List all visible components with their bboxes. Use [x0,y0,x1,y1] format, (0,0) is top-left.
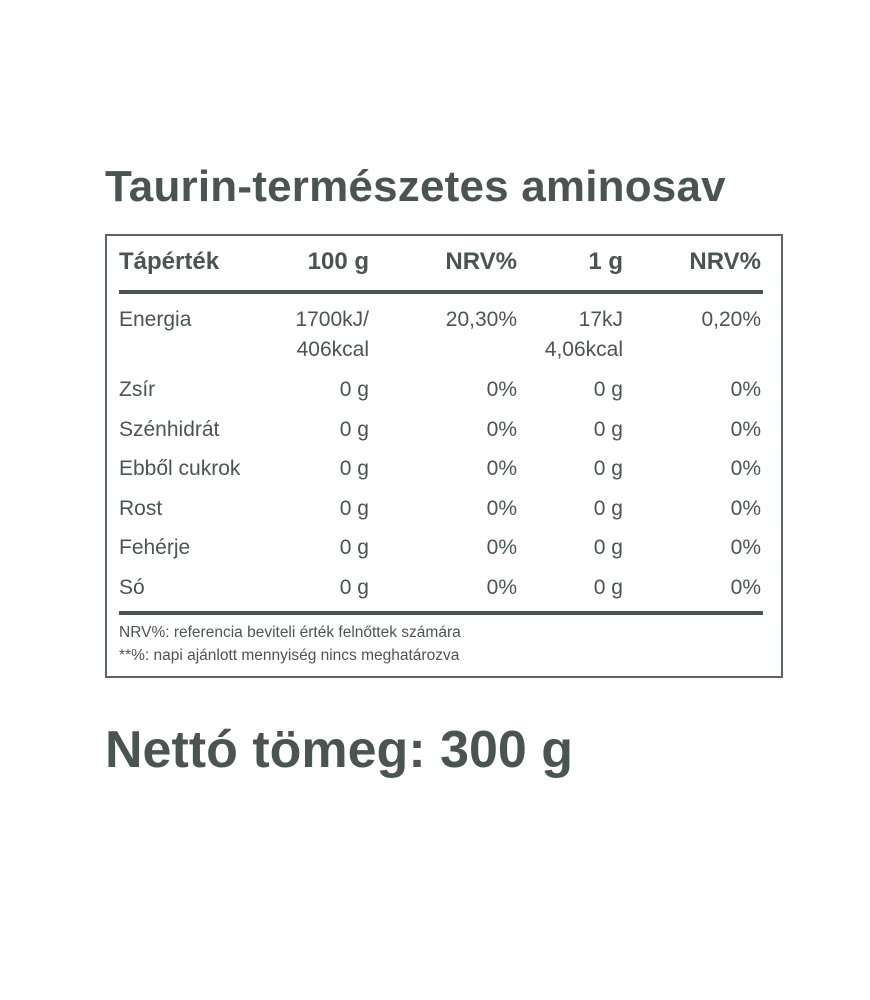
cell-per1-line2: 4,06kcal [544,338,623,361]
cell-nrv1: 0% [730,536,761,559]
cell-per100: 0 g [339,457,369,480]
cell-name: Szénhidrát [119,418,220,441]
cell-per1: 0 g [593,378,623,401]
cell-per100: 0 g [339,536,369,559]
cell-per100: 1700kJ/ [295,308,369,331]
cell-per1: 0 g [593,536,623,559]
cell-nrv100: 0% [486,576,517,599]
cell-nrv1: 0,20% [701,308,761,331]
cell-per100-line2: 406kcal [296,338,369,361]
cell-nrv1: 0% [730,378,761,401]
cell-per100: 0 g [339,418,369,441]
cell-name: Rost [119,497,163,520]
cell-nrv100: 0% [486,418,517,441]
header-nrv-1g: NRV% [689,248,761,275]
product-title: Taurin-természetes aminosav [105,162,726,211]
cell-nrv1: 0% [730,418,761,441]
header-per-100g: 100 g [307,248,369,275]
cell-per1: 0 g [593,497,623,520]
nutrition-table: Tápérték 100 g NRV% 1 g NRV% Energia 1700… [105,234,783,678]
cell-name: Zsír [119,378,156,401]
header-nrv-100g: NRV% [445,248,517,275]
cell-nrv100: 0% [486,536,517,559]
header-per-1g: 1 g [588,248,623,275]
cell-per100: 0 g [339,497,369,520]
cell-per1: 0 g [593,576,623,599]
cell-per1: 0 g [593,418,623,441]
cell-nrv100: 0% [486,378,517,401]
header-nutrient: Tápérték [119,248,220,275]
cell-per100: 0 g [339,378,369,401]
cell-per1: 0 g [593,457,623,480]
cell-nrv1: 0% [730,457,761,480]
header-divider [119,290,763,294]
cell-nrv1: 0% [730,576,761,599]
net-weight: Nettó tömeg: 300 g [105,721,574,779]
footer-divider [119,611,763,615]
cell-name: Fehérje [119,536,191,559]
cell-nrv100: 20,30% [445,308,517,331]
cell-name: Ebből cukrok [119,457,241,480]
cell-nrv100: 0% [486,497,517,520]
cell-name: Energia [119,308,192,331]
cell-per100: 0 g [339,576,369,599]
cell-name: Só [119,576,145,599]
cell-per1: 17kJ [578,308,623,331]
footnote-asterisk: **%: napi ajánlott mennyiség nincs megha… [119,647,460,664]
cell-nrv1: 0% [730,497,761,520]
footnote-nrv: NRV%: referencia beviteli érték felnőtte… [119,624,461,641]
cell-nrv100: 0% [486,457,517,480]
